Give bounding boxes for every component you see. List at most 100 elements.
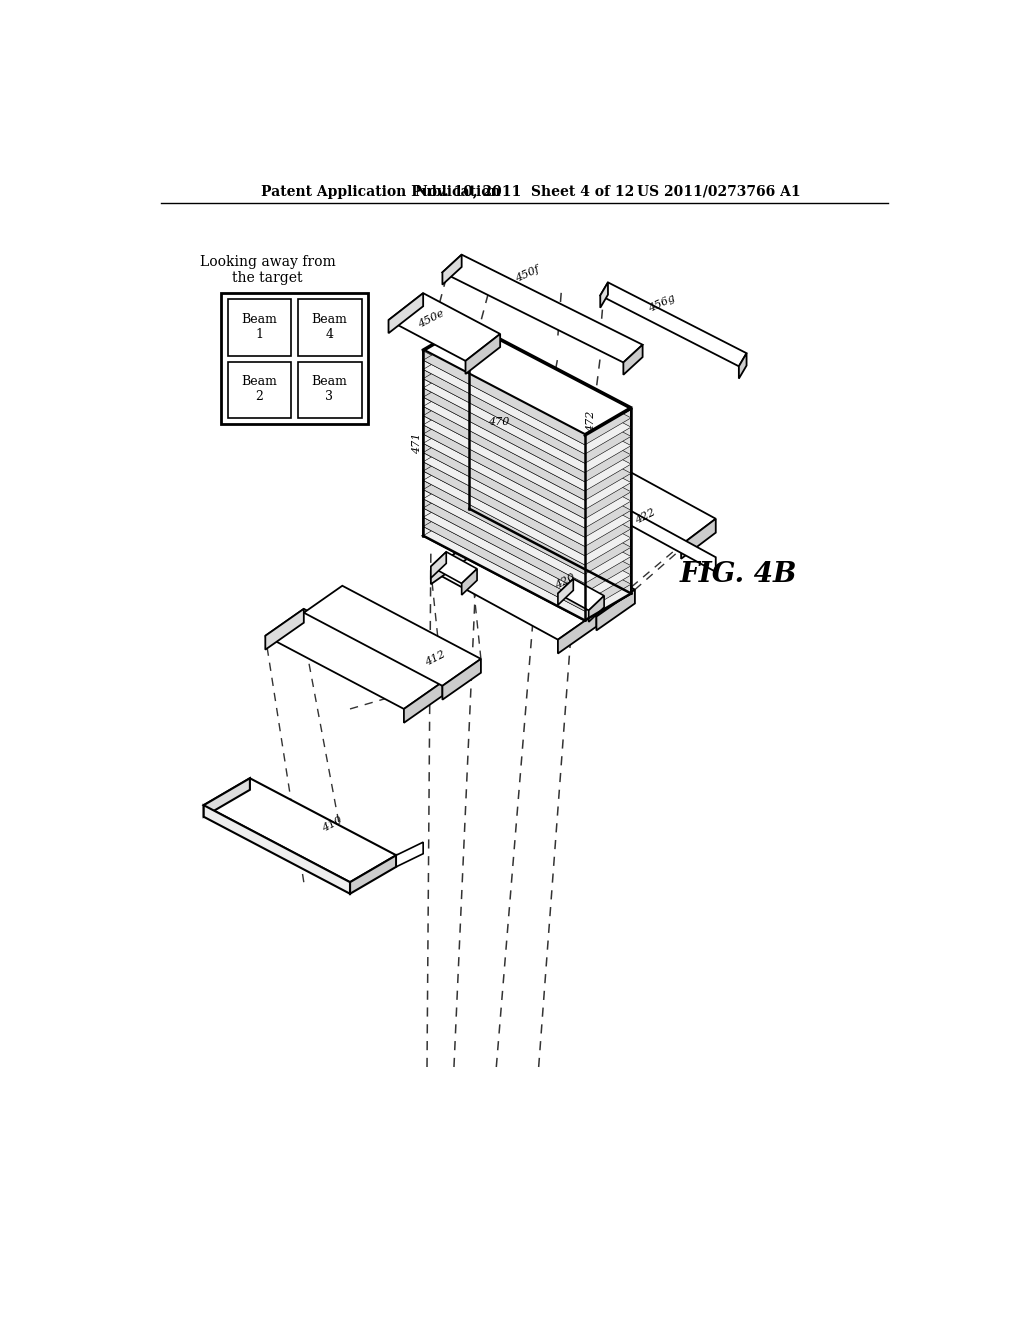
Polygon shape [442, 255, 643, 363]
Polygon shape [423, 416, 631, 528]
Polygon shape [431, 552, 446, 578]
Polygon shape [304, 586, 481, 686]
Text: 420: 420 [554, 573, 578, 591]
Polygon shape [298, 362, 361, 418]
Text: Looking away from
the target: Looking away from the target [200, 255, 336, 285]
Polygon shape [388, 293, 500, 360]
Polygon shape [431, 544, 596, 640]
Polygon shape [423, 471, 585, 565]
Polygon shape [423, 370, 631, 482]
Polygon shape [221, 293, 368, 424]
Polygon shape [204, 779, 396, 882]
Polygon shape [423, 360, 585, 454]
Polygon shape [431, 544, 469, 585]
Polygon shape [423, 508, 631, 620]
Polygon shape [423, 444, 631, 556]
Polygon shape [423, 462, 631, 574]
Polygon shape [558, 579, 573, 605]
Polygon shape [462, 569, 477, 595]
Polygon shape [423, 351, 585, 445]
Polygon shape [442, 255, 462, 285]
Polygon shape [423, 462, 585, 556]
Polygon shape [681, 519, 716, 558]
Polygon shape [423, 322, 631, 434]
Polygon shape [423, 453, 585, 546]
Text: 471: 471 [412, 433, 422, 454]
Text: Nov. 10, 2011  Sheet 4 of 12: Nov. 10, 2011 Sheet 4 of 12 [415, 185, 635, 198]
Polygon shape [423, 388, 631, 500]
Polygon shape [423, 499, 585, 593]
Polygon shape [423, 499, 631, 611]
Polygon shape [423, 407, 631, 519]
Polygon shape [423, 342, 631, 454]
Polygon shape [423, 397, 631, 510]
Polygon shape [423, 397, 585, 491]
Polygon shape [423, 480, 585, 574]
Polygon shape [423, 425, 585, 519]
Polygon shape [600, 282, 608, 308]
Polygon shape [423, 490, 585, 583]
Polygon shape [466, 334, 500, 374]
Text: 450e: 450e [416, 308, 445, 330]
Polygon shape [423, 388, 585, 482]
Polygon shape [423, 508, 585, 602]
Polygon shape [423, 360, 631, 473]
Text: Beam
1: Beam 1 [242, 313, 278, 341]
Polygon shape [423, 517, 585, 611]
Polygon shape [558, 612, 596, 653]
Polygon shape [423, 379, 631, 491]
Polygon shape [403, 682, 442, 723]
Polygon shape [423, 425, 631, 537]
Polygon shape [423, 407, 585, 500]
Polygon shape [423, 434, 631, 546]
Text: FIG. 4B: FIG. 4B [680, 561, 798, 587]
Polygon shape [423, 370, 585, 463]
Text: Patent Application Publication: Patent Application Publication [261, 185, 501, 198]
Text: US 2011/0273766 A1: US 2011/0273766 A1 [637, 185, 801, 198]
Text: Beam
4: Beam 4 [311, 313, 347, 341]
Polygon shape [396, 842, 423, 867]
Polygon shape [624, 345, 643, 375]
Polygon shape [589, 595, 604, 622]
Polygon shape [423, 379, 585, 473]
Polygon shape [204, 779, 250, 817]
Polygon shape [265, 609, 442, 709]
Polygon shape [469, 520, 635, 616]
Polygon shape [350, 855, 396, 894]
Text: Beam
2: Beam 2 [242, 375, 278, 404]
Text: 456g: 456g [647, 293, 677, 314]
Polygon shape [739, 354, 746, 379]
Text: Beam
3: Beam 3 [311, 375, 347, 404]
Text: 470: 470 [487, 417, 509, 426]
Text: 472: 472 [586, 411, 596, 433]
Polygon shape [423, 333, 631, 445]
Polygon shape [423, 480, 631, 593]
Polygon shape [423, 527, 585, 620]
Polygon shape [423, 351, 631, 463]
Polygon shape [585, 409, 631, 620]
Polygon shape [298, 300, 361, 355]
Polygon shape [204, 805, 350, 894]
Polygon shape [227, 300, 292, 355]
Polygon shape [265, 609, 304, 649]
Polygon shape [423, 444, 585, 537]
Polygon shape [431, 552, 477, 583]
Polygon shape [423, 490, 631, 602]
Polygon shape [565, 455, 600, 496]
Text: 422: 422 [633, 507, 656, 525]
Text: 410: 410 [321, 816, 344, 834]
Polygon shape [565, 455, 716, 545]
Polygon shape [388, 293, 423, 333]
Polygon shape [600, 282, 746, 367]
Polygon shape [227, 362, 292, 418]
Polygon shape [558, 579, 604, 610]
Polygon shape [423, 453, 631, 565]
Text: 412: 412 [423, 649, 446, 668]
Polygon shape [423, 508, 631, 620]
Text: 450f: 450f [513, 264, 541, 284]
Polygon shape [596, 590, 635, 631]
Polygon shape [423, 416, 585, 510]
Polygon shape [423, 471, 631, 583]
Polygon shape [442, 659, 481, 700]
Polygon shape [423, 434, 585, 528]
